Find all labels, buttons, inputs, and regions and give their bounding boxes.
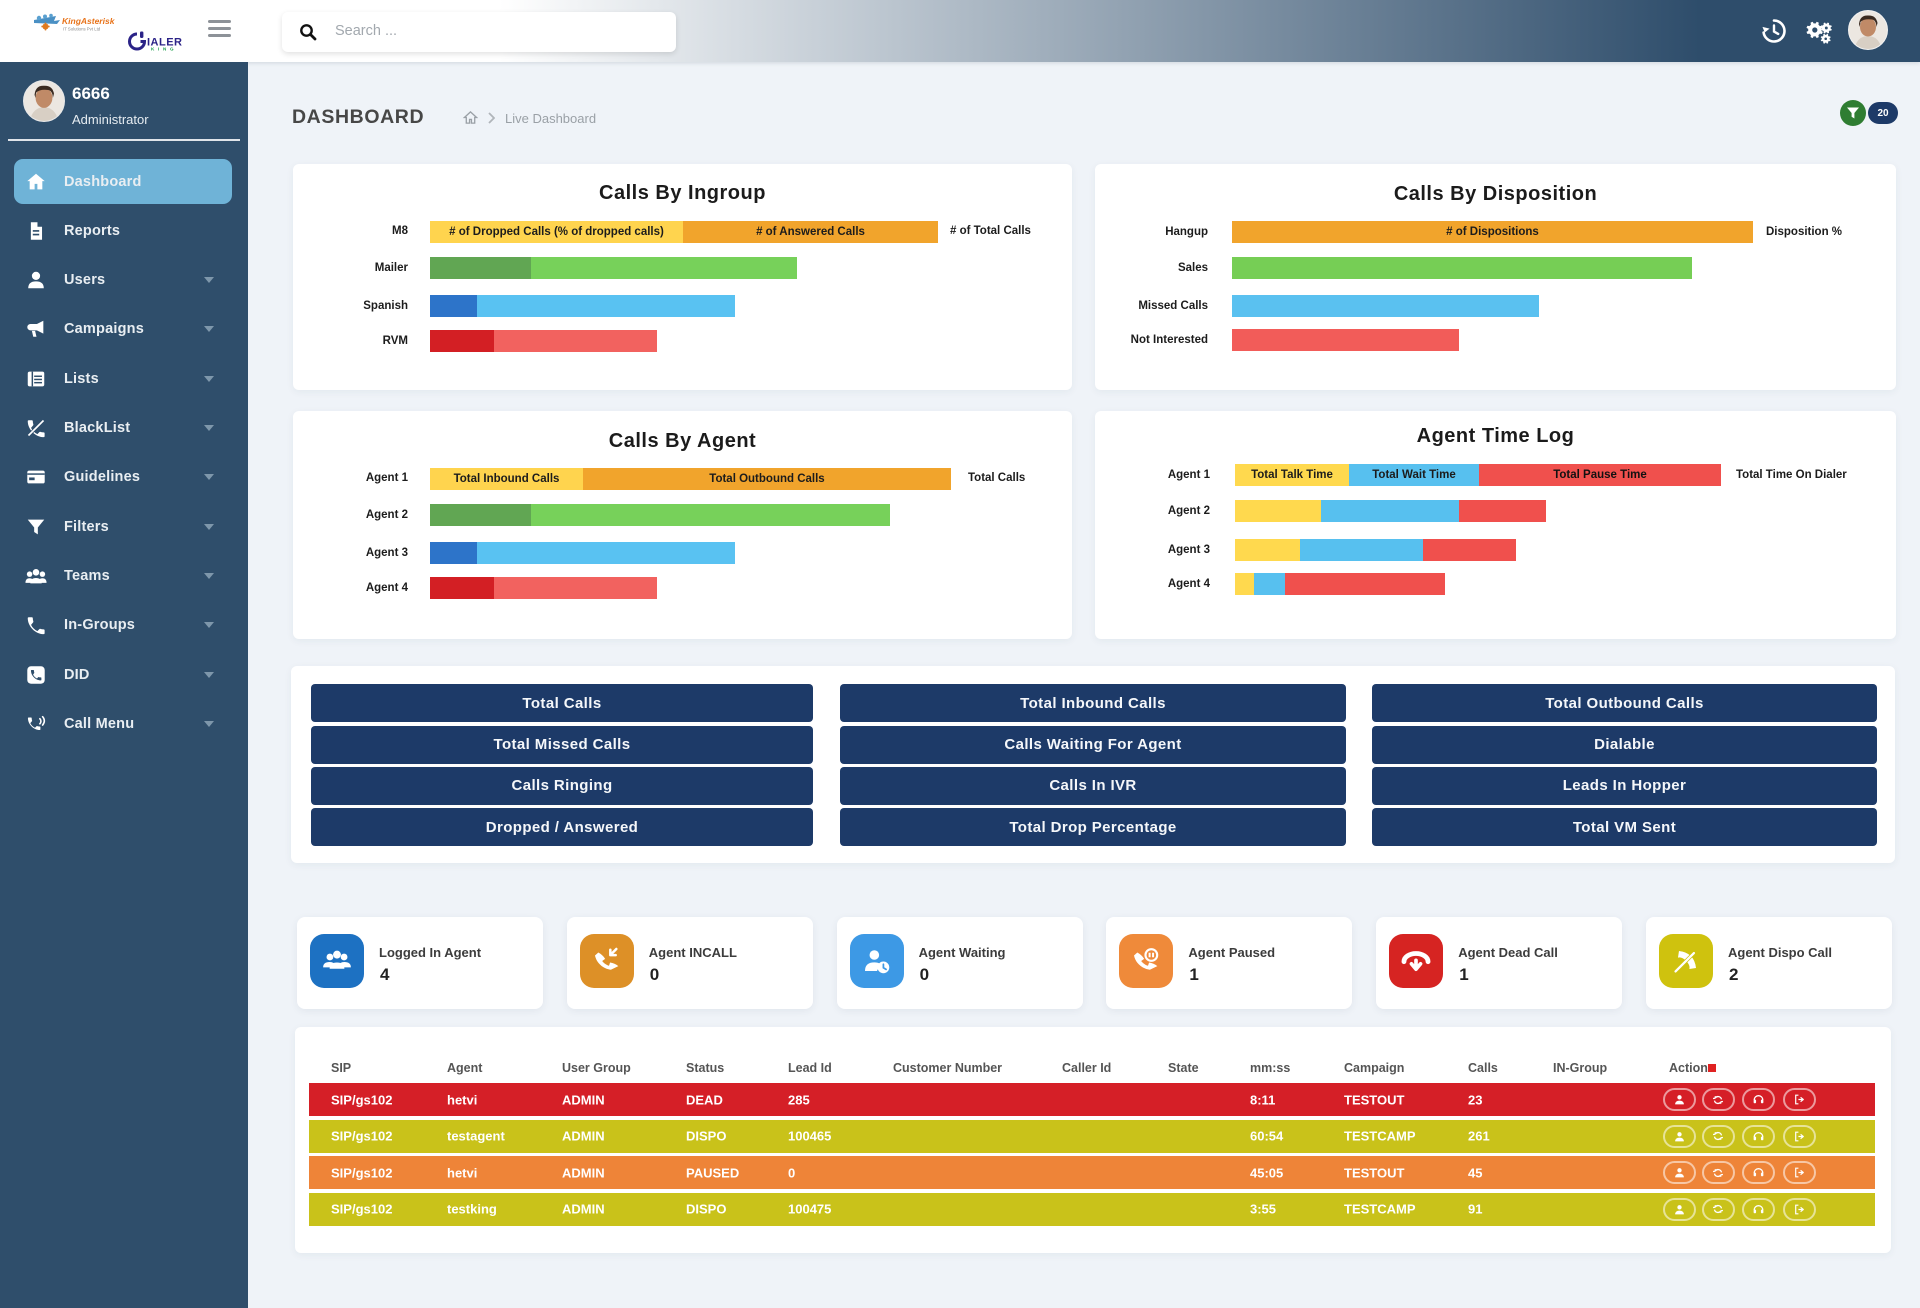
- svg-text:KingAsterisk: KingAsterisk: [62, 16, 116, 26]
- svg-text:K I N G: K I N G: [151, 47, 175, 52]
- svg-text:IALER: IALER: [147, 37, 183, 49]
- svg-text:IT Solutions Pvt Ltd: IT Solutions Pvt Ltd: [63, 27, 101, 32]
